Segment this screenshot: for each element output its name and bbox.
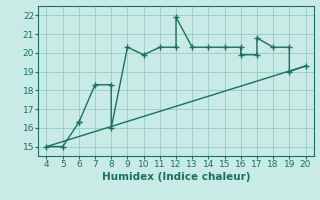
X-axis label: Humidex (Indice chaleur): Humidex (Indice chaleur) xyxy=(102,172,250,182)
